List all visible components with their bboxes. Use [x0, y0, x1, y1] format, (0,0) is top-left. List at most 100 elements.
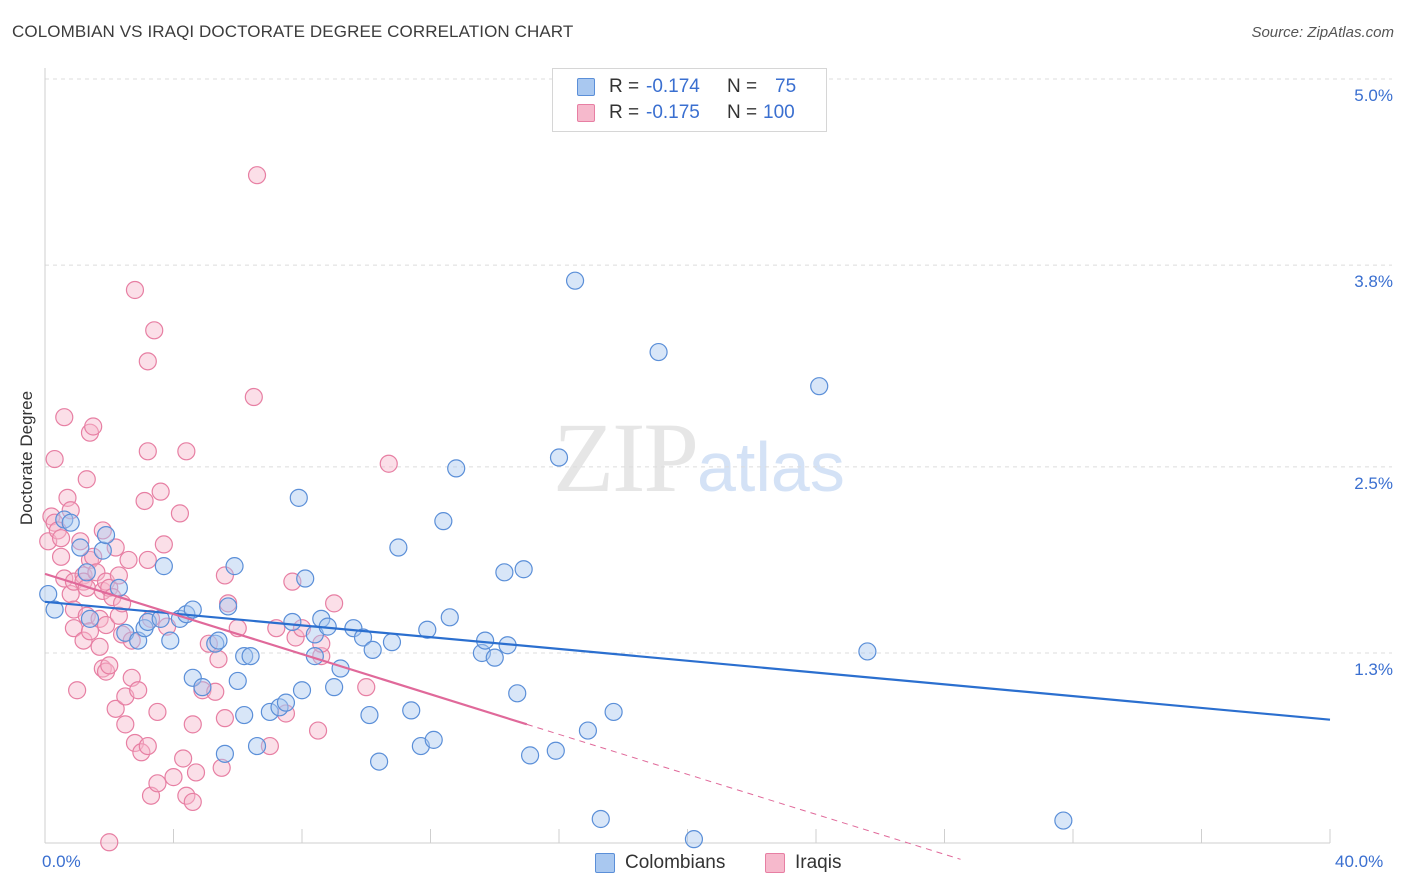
iraqis-point: [71, 532, 90, 551]
colombians-point: [296, 569, 315, 588]
colombians-point: [447, 459, 466, 478]
colombians-point: [154, 557, 173, 576]
legend-r-label: R =: [609, 76, 640, 97]
colombians-point: [604, 702, 623, 722]
iraqis-point: [183, 715, 202, 734]
colombians-point: [235, 647, 254, 666]
chart-title: COLOMBIAN VS IRAQI DOCTORATE DEGREE CORR…: [12, 22, 574, 41]
colombians-point: [241, 647, 260, 666]
iraqis-point: [215, 566, 234, 585]
colombians-point: [206, 634, 225, 653]
iraqis-point: [357, 678, 376, 697]
legend-swatch-blue: [577, 78, 595, 96]
colombians-point: [578, 721, 598, 740]
colombians-point: [276, 693, 296, 712]
colombians-point: [508, 684, 527, 703]
colombians-point: [77, 563, 96, 582]
iraqis-point: [116, 715, 135, 734]
iraqis-trend-line: [44, 572, 528, 726]
colombians-point: [684, 830, 704, 849]
colombians-point: [96, 525, 116, 545]
iraqis-point: [77, 470, 96, 489]
colombians-point: [649, 342, 668, 362]
colombians-point: [193, 678, 212, 697]
iraqis-point: [96, 615, 116, 635]
colombians-point: [549, 448, 569, 467]
legend-n-label: N =: [727, 76, 758, 97]
iraqis-point: [141, 609, 161, 628]
gridlines: [45, 78, 1392, 654]
colombians-point: [260, 702, 279, 722]
colombians-point: [183, 668, 202, 687]
iraqis-point: [148, 774, 167, 793]
colombians-point: [565, 271, 585, 290]
colombians-point: [353, 628, 373, 647]
x-tick-label-max: 40.0%: [1335, 852, 1384, 871]
iraqis-point: [74, 631, 93, 650]
iraqis-point: [51, 547, 71, 566]
colombians-point: [514, 560, 533, 579]
y-tick-label: 3.8%: [1354, 272, 1393, 292]
colombians-point: [382, 633, 402, 652]
iraqis-point: [138, 352, 157, 371]
iraqis-point: [244, 387, 263, 407]
source-label: Source: ZipAtlas.com: [1251, 24, 1394, 41]
colombians-point: [360, 705, 379, 725]
colombians-point: [45, 600, 64, 619]
legend-label: Iraqis: [795, 852, 842, 873]
colombians-point: [424, 730, 443, 749]
iraqis-point: [209, 650, 228, 669]
colombians-trend-line: [44, 600, 1331, 721]
iraqis-point: [154, 535, 173, 554]
iraqis-point: [286, 628, 305, 647]
trend-lines: [44, 572, 1331, 860]
colombians-point: [39, 584, 58, 604]
colombians-point: [370, 752, 389, 771]
iraqis-point: [174, 749, 193, 768]
iraqis-point: [215, 709, 234, 728]
iraqis-point: [106, 699, 125, 718]
legend-swatch-blue: [595, 853, 615, 873]
iraqis-point: [51, 529, 71, 548]
y-tick-label: 5.0%: [1354, 86, 1393, 105]
legend-r-label: R =: [609, 102, 640, 123]
colombians-point: [485, 648, 504, 667]
iraqis-point: [138, 442, 157, 461]
colombians-point: [434, 512, 453, 531]
iraqis-point: [100, 833, 119, 852]
iraqis-point: [183, 792, 202, 812]
watermark-zip: ZIP: [553, 402, 699, 513]
colombians-point: [225, 557, 244, 576]
iraqis-point: [199, 634, 218, 653]
iraqis-point: [109, 566, 128, 585]
colombians-point: [520, 746, 540, 765]
colombians-point: [325, 678, 344, 697]
iraqis-point: [148, 702, 167, 722]
y-axis-label: Doctorate Degree: [17, 390, 36, 526]
colombians-point: [161, 631, 180, 650]
iraqis-point: [80, 622, 100, 641]
iraqis-point: [260, 736, 279, 756]
colombians-point: [109, 578, 128, 597]
colombians-point: [591, 809, 610, 829]
colombians-point: [389, 538, 408, 557]
colombians-point: [93, 541, 112, 560]
legend-r-value: -0.175: [646, 102, 700, 123]
iraqis-point: [61, 501, 80, 520]
iraqis-point: [325, 594, 344, 613]
iraqis-point: [84, 547, 103, 566]
iraqis-point: [138, 550, 157, 570]
iraqis-point: [100, 656, 119, 675]
iraqis-point: [55, 408, 74, 427]
colombians-point: [418, 620, 437, 639]
legend-n-value: 75: [775, 76, 797, 97]
axes: [44, 68, 1331, 844]
iraqis-point: [145, 321, 164, 340]
iraqis-point: [164, 768, 183, 787]
iraqis-trend-extension: [526, 723, 961, 860]
legend-n-label: N =: [727, 102, 758, 123]
colombians-point: [183, 600, 202, 619]
y-tick-label: 1.3%: [1354, 660, 1393, 679]
colombians-points: [39, 271, 1073, 849]
